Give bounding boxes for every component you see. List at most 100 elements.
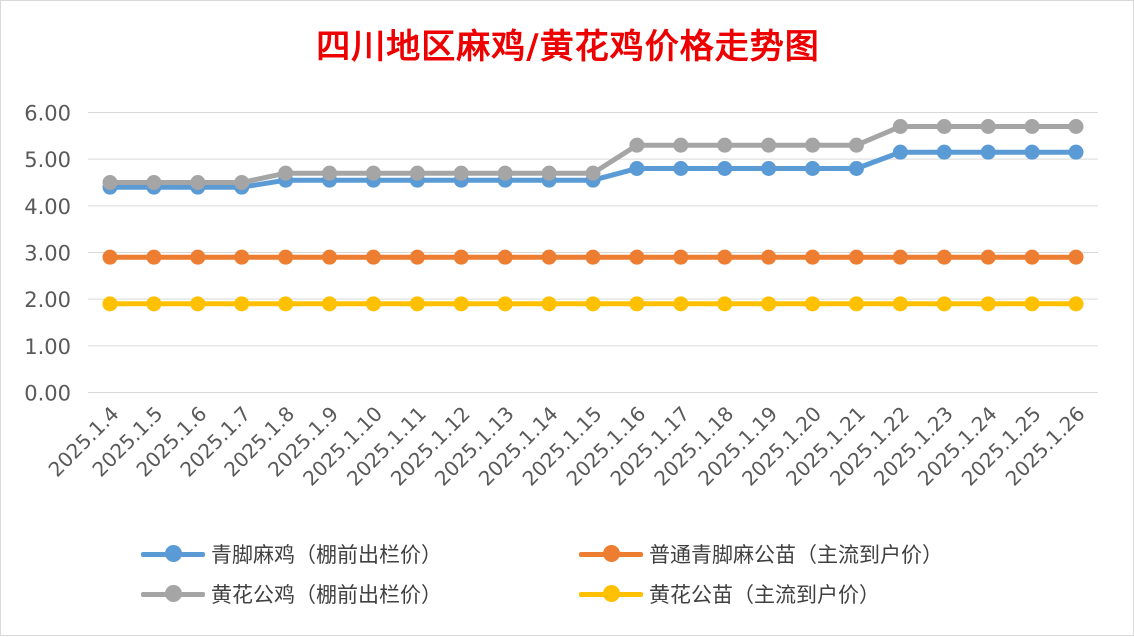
data-point (365, 249, 381, 265)
legend-marker-icon (141, 545, 205, 563)
data-point (673, 296, 689, 312)
data-point (761, 296, 777, 312)
data-point (453, 249, 469, 265)
legend-item-series-1[interactable]: 普通青脚麻公苗（主流到户价） (579, 539, 943, 569)
data-point (541, 296, 557, 312)
y-tick-label: 0.00 (24, 382, 71, 406)
data-point (717, 137, 733, 153)
data-point (585, 296, 601, 312)
data-point (322, 165, 338, 181)
data-point (190, 296, 206, 312)
data-point (1068, 144, 1084, 160)
data-point (717, 249, 733, 265)
data-point (892, 144, 908, 160)
data-point (497, 165, 513, 181)
data-point (1024, 296, 1040, 312)
chart-title: 四川地区麻鸡/黄花鸡价格走势图 (316, 27, 820, 67)
data-point (761, 137, 777, 153)
data-point (585, 249, 601, 265)
data-point (805, 137, 821, 153)
data-point (365, 296, 381, 312)
data-point (190, 175, 206, 190)
data-point (892, 296, 908, 312)
data-point (322, 249, 338, 265)
data-point (146, 296, 162, 312)
y-tick-label: 4.00 (24, 195, 71, 219)
data-point (629, 249, 645, 265)
data-point (1068, 249, 1084, 265)
data-point (409, 165, 425, 181)
data-point (980, 144, 996, 160)
data-point (673, 161, 689, 176)
legend-label: 黄花公苗（主流到户价） (649, 583, 880, 607)
data-point (146, 175, 162, 190)
data-point (322, 296, 338, 312)
legend-item-series-3[interactable]: 黄花公苗（主流到户价） (579, 579, 880, 609)
data-point (1024, 144, 1040, 160)
data-point (673, 137, 689, 153)
data-point (848, 296, 864, 312)
data-point (278, 165, 294, 181)
y-tick-label: 1.00 (24, 335, 71, 359)
legend-marker-icon (141, 585, 205, 603)
data-point (848, 161, 864, 176)
data-point (629, 137, 645, 153)
data-point (453, 165, 469, 181)
data-point (102, 296, 118, 312)
data-point (848, 249, 864, 265)
legend-marker-icon (579, 585, 643, 603)
data-point (409, 249, 425, 265)
data-point (497, 296, 513, 312)
data-point (278, 249, 294, 265)
legend-label: 普通青脚麻公苗（主流到户价） (649, 543, 943, 567)
data-point (102, 249, 118, 265)
data-point (409, 296, 425, 312)
data-point (629, 296, 645, 312)
data-point (585, 165, 601, 181)
data-point (146, 249, 162, 265)
data-point (761, 161, 777, 176)
data-point (234, 249, 250, 265)
data-point (936, 296, 952, 312)
data-point (1024, 249, 1040, 265)
data-point (453, 296, 469, 312)
data-point (190, 249, 206, 265)
legend-marker-icon (579, 545, 643, 563)
data-point (805, 249, 821, 265)
y-tick-label: 5.00 (24, 148, 71, 172)
data-point (1024, 119, 1040, 134)
legend-item-series-2[interactable]: 黄花公鸡（棚前出栏价） (141, 579, 442, 609)
data-point (541, 165, 557, 181)
data-point (629, 161, 645, 176)
legend-label: 青脚麻鸡（棚前出栏价） (211, 543, 442, 567)
data-point (892, 249, 908, 265)
data-point (805, 296, 821, 312)
y-tick-label: 3.00 (24, 242, 71, 266)
data-point (936, 144, 952, 160)
data-point (1068, 296, 1084, 312)
data-point (541, 249, 557, 265)
data-point (980, 119, 996, 134)
data-point (234, 296, 250, 312)
data-point (980, 249, 996, 265)
data-point (717, 296, 733, 312)
legend-label: 黄花公鸡（棚前出栏价） (211, 583, 442, 607)
data-point (497, 249, 513, 265)
y-tick-label: 6.00 (24, 102, 71, 126)
legend-item-series-0[interactable]: 青脚麻鸡（棚前出栏价） (141, 539, 442, 569)
data-point (278, 296, 294, 312)
data-point (234, 175, 250, 190)
data-point (936, 119, 952, 134)
y-tick-label: 2.00 (24, 288, 71, 312)
data-point (761, 249, 777, 265)
data-point (805, 161, 821, 176)
data-point (936, 249, 952, 265)
data-point (717, 161, 733, 176)
data-point (1068, 119, 1084, 134)
data-point (980, 296, 996, 312)
data-point (365, 165, 381, 181)
data-point (102, 175, 118, 190)
data-point (892, 119, 908, 134)
